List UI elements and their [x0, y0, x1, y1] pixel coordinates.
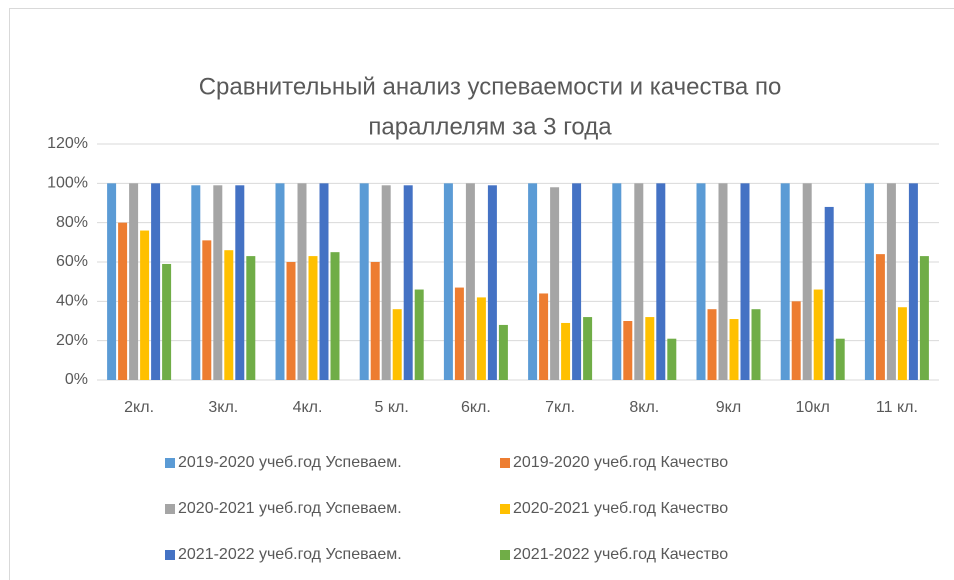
y-tick-label: 20%	[56, 332, 88, 349]
legend-label: 2020-2021 учеб.год Успеваем.	[178, 500, 402, 517]
y-tick-label: 100%	[47, 175, 88, 192]
bar	[583, 317, 593, 380]
bar	[129, 183, 139, 380]
bar	[224, 250, 234, 380]
y-tick-label: 120%	[47, 135, 88, 152]
x-tick-label: 11 кл.	[876, 399, 918, 416]
bar	[286, 262, 296, 380]
bar	[392, 309, 402, 380]
bar	[886, 183, 896, 380]
bar	[751, 309, 761, 380]
bar	[118, 222, 128, 380]
legend-swatch	[165, 504, 175, 514]
bar	[718, 183, 728, 380]
bar	[213, 185, 223, 380]
bar	[780, 183, 790, 380]
x-tick-label: 2кл.	[124, 399, 154, 416]
legend-label: 2019-2020 учеб.год Качество	[513, 454, 728, 471]
bar	[550, 187, 560, 380]
bar	[864, 183, 874, 380]
bar	[875, 254, 885, 380]
legend-swatch	[165, 550, 175, 560]
legend-swatch	[500, 550, 510, 560]
chart-title: параллелям за 3 года	[368, 113, 612, 140]
bar	[370, 262, 380, 380]
x-tick-label: 10кл	[796, 399, 830, 416]
bar	[330, 252, 340, 380]
bar	[359, 183, 369, 380]
bar	[835, 338, 845, 380]
legend-label: 2021-2022 учеб.год Успеваем.	[178, 546, 402, 563]
bar	[235, 185, 245, 380]
bar	[897, 307, 907, 380]
bar	[791, 301, 801, 380]
x-tick-label: 3кл.	[208, 399, 238, 416]
bar	[539, 293, 549, 380]
bar	[656, 183, 666, 380]
legend-label: 2019-2020 учеб.год Успеваем.	[178, 454, 402, 471]
bar	[297, 183, 307, 380]
bar	[696, 183, 706, 380]
bar	[162, 263, 172, 380]
bar	[151, 183, 161, 380]
bar	[454, 287, 464, 380]
bar	[319, 183, 329, 380]
bar	[381, 185, 391, 380]
bar	[919, 256, 929, 380]
x-tick-label: 5 кл.	[375, 399, 409, 416]
bar	[813, 289, 823, 380]
bar	[623, 321, 633, 380]
bar	[246, 256, 256, 380]
bar	[740, 183, 750, 380]
bar	[634, 183, 644, 380]
bar	[729, 319, 739, 380]
bar	[202, 240, 212, 380]
bar	[528, 183, 538, 380]
y-tick-label: 40%	[56, 293, 88, 310]
bar	[465, 183, 475, 380]
bar	[107, 183, 117, 380]
bar	[498, 324, 508, 380]
bar	[443, 183, 453, 380]
x-tick-label: 6кл.	[461, 399, 491, 416]
legend-label: 2021-2022 учеб.год Качество	[513, 546, 728, 563]
bar	[403, 185, 413, 380]
bar	[140, 230, 150, 380]
y-tick-label: 60%	[56, 253, 88, 270]
bar	[275, 183, 285, 380]
chart-title: Сравнительный анализ успеваемости и каче…	[199, 73, 782, 100]
bar	[667, 338, 677, 380]
y-tick-label: 80%	[56, 214, 88, 231]
legend-swatch	[165, 458, 175, 468]
bar	[476, 297, 486, 380]
x-tick-label: 7кл.	[545, 399, 575, 416]
bar	[645, 317, 655, 380]
bar	[414, 289, 424, 380]
x-tick-label: 9кл	[716, 399, 741, 416]
bar	[802, 183, 812, 380]
x-tick-label: 8кл.	[629, 399, 659, 416]
y-tick-label: 0%	[65, 371, 88, 388]
bar	[572, 183, 582, 380]
legend-label: 2020-2021 учеб.год Качество	[513, 500, 728, 517]
legend-swatch	[500, 504, 510, 514]
legend-swatch	[500, 458, 510, 468]
bar	[561, 322, 571, 380]
bar	[487, 185, 497, 380]
bar	[612, 183, 622, 380]
x-tick-label: 4кл.	[293, 399, 323, 416]
bar	[824, 206, 834, 380]
bar	[908, 183, 918, 380]
bar	[191, 185, 201, 380]
bar	[308, 256, 318, 380]
bar	[707, 309, 717, 380]
